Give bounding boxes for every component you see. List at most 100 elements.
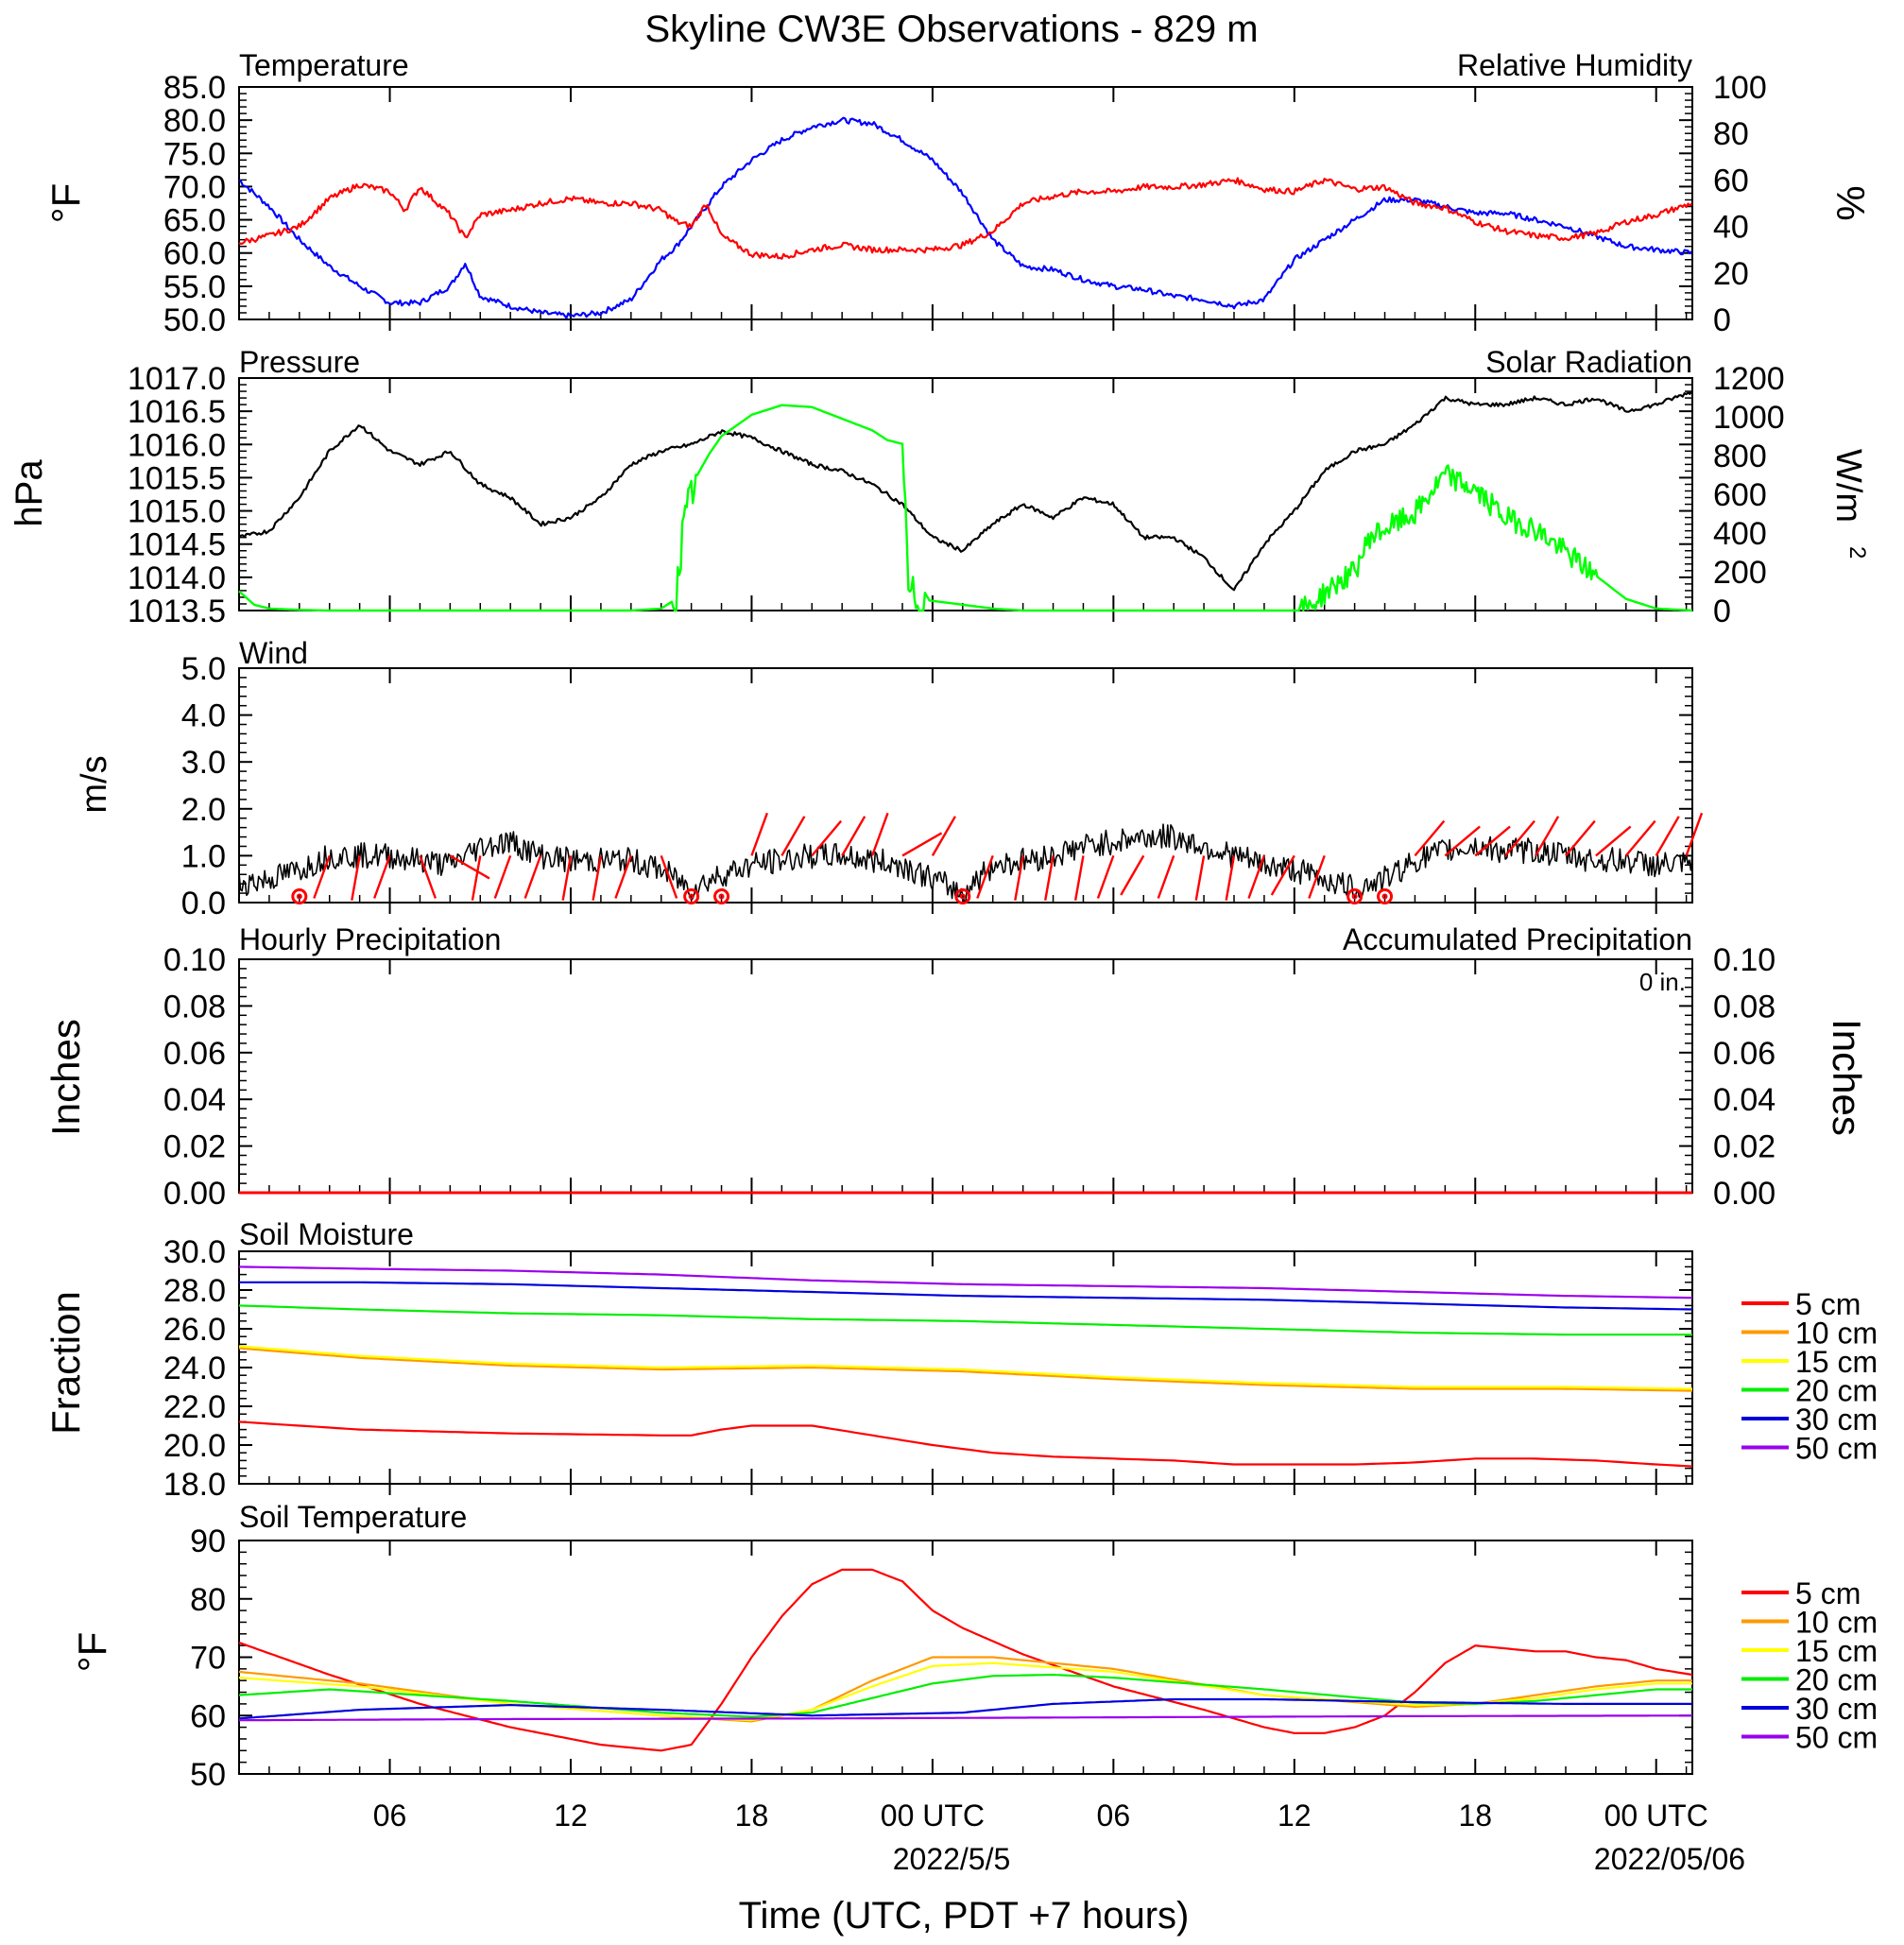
legend-label: 50 cm	[1795, 1721, 1878, 1755]
wind-barb	[1120, 854, 1145, 896]
y-tick-label: 0.10	[163, 942, 226, 978]
legend-label: 15 cm	[1795, 1634, 1878, 1668]
wind-calm-center	[296, 893, 302, 900]
soil-moisture-line-50cm	[238, 1265, 1693, 1300]
panel-frame	[238, 377, 1693, 611]
legend-label: 5 cm	[1795, 1576, 1861, 1610]
y-tick-label: 5.0	[181, 651, 226, 687]
temperature-panel: Temperature Relative Humidity °F % 85.08…	[43, 48, 1873, 338]
y-tick-label-right: 200	[1713, 555, 1767, 591]
humidity-line	[238, 177, 1693, 260]
wind-barb	[1444, 825, 1481, 857]
y-tick-label-right: 0	[1713, 594, 1731, 629]
wind-barb	[1308, 854, 1326, 899]
pressure-line	[238, 390, 1693, 592]
wind-unit: m/s	[75, 755, 114, 813]
wind-barb	[493, 854, 512, 899]
y-tick-label-right: 0.06	[1713, 1036, 1775, 1072]
x-axis-label: Time (UTC, PDT +7 hours)	[739, 1895, 1190, 1936]
wind-barb	[1247, 854, 1266, 899]
hourly-precip-unit: Inches	[43, 1019, 88, 1136]
y-tick-label-right: 100	[1713, 70, 1767, 106]
y-tick-label: 30.0	[163, 1234, 226, 1270]
soil-temperature-line-5cm	[238, 1568, 1693, 1752]
date-label-1: 2022/5/5	[893, 1842, 1011, 1876]
wind-calm-center	[688, 893, 695, 900]
y-tick-label: 22.0	[163, 1389, 226, 1425]
y-tick-label-right: 1000	[1713, 400, 1785, 436]
y-tick-label: 55.0	[163, 269, 226, 305]
accum-precip-unit: Inches	[1825, 1019, 1869, 1136]
legend-label: 30 cm	[1795, 1403, 1878, 1437]
wind-barb	[351, 855, 361, 901]
y-tick-label-right: 80	[1713, 116, 1749, 152]
y-tick-label: 2.0	[181, 792, 226, 828]
panel-frame	[238, 1250, 1693, 1485]
legend-label: 5 cm	[1795, 1287, 1861, 1321]
wind-barb	[1474, 825, 1511, 857]
humidity-title: Relative Humidity	[1457, 48, 1692, 82]
temperature-title: Temperature	[239, 48, 409, 82]
y-tick-label: 24.0	[163, 1351, 226, 1386]
soil-moisture-line-5cm	[238, 1420, 1693, 1468]
wind-barb	[901, 832, 943, 857]
wind-barb	[592, 855, 603, 901]
panel-frame	[238, 667, 1693, 904]
pressure-title: Pressure	[239, 345, 360, 379]
y-tick-label: 1014.5	[128, 527, 226, 563]
chart-title: Skyline CW3E Observations - 829 m	[644, 9, 1258, 50]
y-tick-label: 1016.0	[128, 427, 226, 463]
wind-calm-center	[1381, 893, 1388, 900]
y-tick-label: 60	[190, 1698, 226, 1734]
temperature-unit: °F	[43, 183, 88, 223]
y-tick-label-right: 800	[1713, 439, 1767, 474]
soil-moisture-line-30cm	[239, 1281, 1693, 1311]
wind-calm-circle	[1347, 888, 1364, 905]
y-tick-label: 1013.5	[128, 594, 226, 629]
y-tick-label: 1015.0	[128, 494, 226, 530]
x-axis-tick-labels: 06 12 18 00 UTC 06 12 18 00 UTC	[373, 1799, 1708, 1833]
y-tick-label: 28.0	[163, 1273, 226, 1309]
y-tick-label-right: 1200	[1713, 361, 1785, 397]
soil-temperature-line-30cm	[238, 1697, 1692, 1720]
x-tick-label: 18	[1458, 1799, 1492, 1833]
y-tick-label: 0.02	[163, 1129, 226, 1165]
pressure-left-ticks: 1017.01016.51016.01015.51015.01014.51014…	[128, 361, 1692, 629]
soil-moisture-line-20cm	[238, 1304, 1692, 1336]
y-tick-label: 1014.0	[128, 560, 226, 596]
y-tick-label: 60.0	[163, 236, 226, 272]
y-tick-label: 70.0	[163, 169, 226, 205]
y-tick-label: 85.0	[163, 70, 226, 106]
pressure-panel: Pressure Solar Radiation hPa W/m 2 1017.…	[9, 345, 1870, 629]
y-tick-label: 26.0	[163, 1312, 226, 1348]
legend-label: 10 cm	[1795, 1317, 1878, 1351]
temperature-left-ticks: 85.080.075.070.065.060.055.050.0	[163, 70, 1692, 338]
y-tick-label-right: 20	[1713, 256, 1749, 292]
wind-barb	[1504, 819, 1535, 857]
wind-barb	[419, 854, 437, 899]
solar-title: Solar Radiation	[1485, 345, 1692, 379]
wind-title: Wind	[239, 636, 308, 670]
wind-barb	[976, 854, 994, 899]
precip-right-ticks: 0.10 0.08 0.06 0.04 0.02 0.00	[1713, 942, 1775, 1212]
wind-barb	[811, 819, 843, 857]
solar-unit-group: W/m 2	[1828, 449, 1870, 559]
y-tick-label: 70	[190, 1641, 226, 1677]
y-tick-label: 20.0	[163, 1428, 226, 1464]
wind-barb	[561, 855, 573, 901]
panel-frame	[238, 86, 1693, 320]
legend-label: 20 cm	[1795, 1374, 1878, 1408]
wind-barb	[1044, 855, 1055, 901]
wind-barb	[1014, 855, 1024, 901]
soil-moisture-line-15cm	[238, 1345, 1692, 1390]
wind-barb	[1157, 854, 1175, 899]
x-tick-label: 06	[1097, 1799, 1131, 1833]
solar-unit-exponent: 2	[1844, 546, 1870, 559]
x-tick-label: 18	[735, 1799, 769, 1833]
humidity-right-ticks: 100 80 60 40 20 0	[1713, 70, 1767, 338]
wind-calm-circle	[1377, 888, 1394, 905]
y-tick-label: 4.0	[181, 698, 226, 734]
legend-label: 20 cm	[1795, 1663, 1878, 1697]
temperature-line	[238, 116, 1693, 319]
hourly-precip-title: Hourly Precipitation	[239, 922, 501, 956]
